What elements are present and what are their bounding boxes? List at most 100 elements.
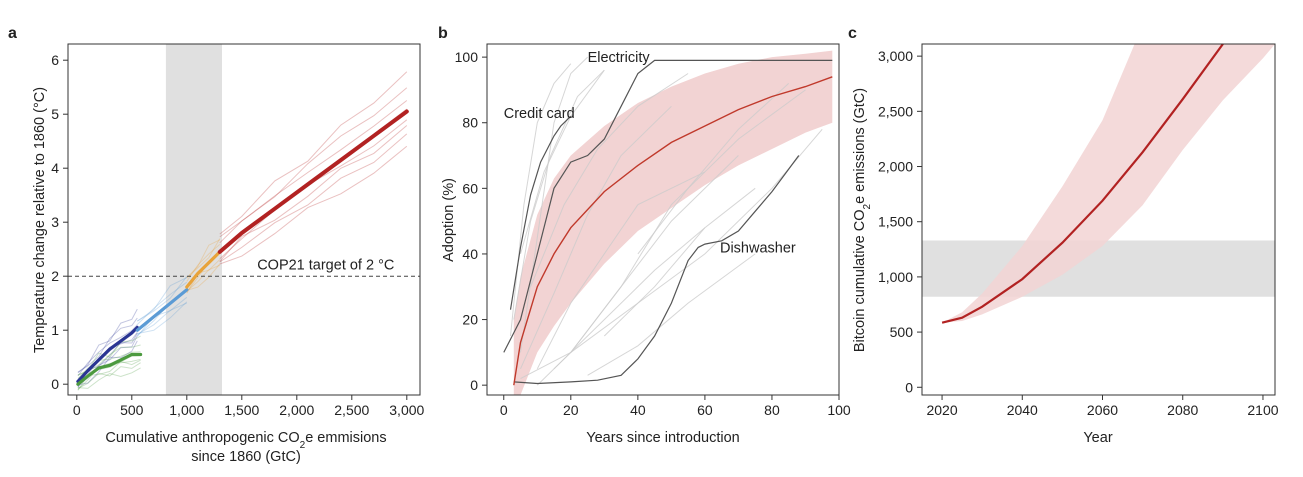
panel-c-ylabel: Bitcoin cumulative CO2e emissions (GtC) (852, 88, 873, 352)
panel-c-ytick-label-1: 500 (890, 324, 914, 340)
panel-a-xlabel-line1: Cumulative anthropogenic CO2e emmisions (105, 430, 386, 451)
panel-b-background-line-12 (520, 69, 605, 255)
panel-b-axes: 0 20 40 60 80 100 0 20 40 60 80 100 (455, 49, 851, 418)
panel-b-background-line-11 (587, 253, 756, 376)
panel-a-ensemble-line-3-7 (219, 71, 408, 235)
panel-a-plot-area: COP21 target of 2 °C (68, 44, 420, 395)
panel-a-xtick-label-3: 1,500 (224, 402, 259, 418)
panel-a-series-line-0 (76, 325, 139, 384)
panel-a-ensemble-line-1-7 (137, 277, 188, 322)
panel-b-fit-line (513, 76, 833, 386)
panel-a-ytick-label-0: 0 (51, 376, 59, 392)
panel-a-ensemble-line-2-5 (186, 244, 221, 282)
panel-b-background-line-3 (510, 63, 572, 337)
panel-a-ensemble-line-0-6 (77, 317, 138, 373)
panel-b-background-line-7 (513, 69, 605, 320)
panel-a-ytick-label-5: 5 (51, 106, 59, 122)
panel-c-letter: c (848, 25, 857, 42)
panel-a-ensemble-line-0-0 (77, 340, 138, 386)
panel-c-series-line (941, 43, 1224, 324)
panel-a-ensemble-line-1-2 (136, 296, 188, 337)
panel-a-letter: a (8, 25, 17, 42)
panel-a-ensemble-line-2-6 (186, 238, 221, 279)
panel-b-xtick-label-1: 20 (563, 402, 579, 418)
panel-a-ensemble-line-3-0 (219, 145, 408, 265)
panel-a-ensemble-line-3-3 (219, 119, 408, 260)
panel-a: a COP21 target of 2 °C 0 500 1,000 1,500 2,0… (8, 25, 425, 465)
panel-c-xtick-label-4: 2100 (1247, 402, 1278, 418)
panel-a-ylabel: Temperature change relative to 1860 (°C) (32, 87, 48, 353)
panel-b-ylabel: Adoption (%) (441, 178, 457, 262)
panel-a-ensemble-line-2-7 (186, 239, 221, 279)
panel-a-xtick-label-0: 0 (73, 402, 81, 418)
panel-a-frame (67, 43, 421, 396)
panel-a-ensemble-line-4-3 (77, 358, 141, 390)
panel-a-ytick-label-4: 4 (51, 160, 59, 176)
panel-b-background-line-4 (520, 128, 823, 380)
panel-a-series-line-4 (76, 352, 143, 386)
panel-a-series-line-1 (135, 288, 189, 332)
panel-c-frame (921, 43, 1276, 396)
panel-b-xtick-label-2: 40 (630, 402, 646, 418)
panel-b-xtick-label-4: 80 (764, 402, 780, 418)
panel-a-ensemble-line-0-5 (77, 324, 138, 377)
panel-a-shaded-band (165, 44, 222, 395)
panel-a-ensemble-line-3-6 (219, 87, 408, 238)
panel-b-fit-band (513, 50, 833, 395)
panel-b-background-line-6 (553, 227, 706, 370)
panel-c-plot-area (922, 43, 1275, 324)
panel-b-series-line-1 (509, 115, 572, 310)
panel-b-letter: b (438, 25, 448, 42)
panel-b-background-line-10 (530, 73, 689, 287)
panel-a-ensemble-line-4-0 (77, 367, 141, 389)
panel-b: b Electricity Credit card Dishwasher 0 20 40… (438, 25, 851, 446)
panel-a-xlabel-line2: since 1860 (GtC) (191, 449, 301, 465)
panel-a-xtick-label-2: 1,000 (169, 402, 204, 418)
panel-b-annotation-1: Credit card (504, 106, 575, 122)
panel-c-ytick-label-0: 0 (905, 379, 913, 395)
panel-b-background-line-13 (603, 187, 756, 337)
panel-c-xtick-label-1: 2040 (1007, 402, 1038, 418)
panel-c-uncertainty-band (942, 44, 1275, 323)
panel-b-background-line-0 (520, 105, 672, 370)
panel-a-ensemble-line-4-5 (77, 351, 141, 379)
panel-a-ensemble-line-1-0 (137, 301, 188, 335)
panel-c-shaded-band (922, 240, 1275, 297)
panel-c-xlabel: Year (1083, 430, 1112, 446)
panel-a-xtick-label-1: 500 (120, 402, 144, 418)
panel-c-ytick-label-5: 2,500 (878, 103, 913, 119)
panel-a-ytick-label-6: 6 (51, 52, 59, 68)
panel-a-ytick-label-1: 1 (51, 322, 59, 338)
panel-b-background-line-8 (570, 89, 806, 353)
panel-c: c 2020 2040 2060 2080 2100 0 500 1,000 1,500 2,00… (848, 25, 1279, 446)
panel-b-series-line-0 (503, 59, 833, 353)
panel-b-annotation-0: Electricity (588, 50, 651, 66)
panel-c-ytick-label-2: 1,000 (878, 269, 913, 285)
panel-a-xtick-label-4: 2,000 (279, 402, 314, 418)
panel-c-xtick-label-3: 2080 (1167, 402, 1198, 418)
panel-b-xtick-label-5: 100 (827, 402, 851, 418)
panel-c-ytick-label-3: 1,500 (878, 214, 913, 230)
panel-b-xtick-label-3: 60 (697, 402, 713, 418)
panel-a-ensemble-line-1-6 (137, 276, 188, 322)
panel-b-frame (486, 43, 840, 396)
panel-b-ytick-label-3: 60 (462, 180, 478, 196)
panel-c-ytick-label-4: 2,000 (878, 159, 913, 175)
panel-a-ensemble-line-2-2 (186, 259, 221, 294)
panel-a-series-line-2 (185, 250, 222, 289)
panel-c-axes: 2020 2040 2060 2080 2100 0 500 1,000 1,500 2,000 2… (878, 48, 1279, 418)
panel-b-xtick-label-0: 0 (500, 402, 508, 418)
panel-a-annotation-0: COP21 target of 2 °C (257, 258, 394, 274)
panel-a-ensemble-line-1-1 (137, 302, 188, 335)
panel-b-annotation-2: Dishwasher (720, 240, 796, 256)
panel-c-ytick-label-6: 3,000 (878, 48, 913, 64)
panel-a-ytick-label-2: 2 (51, 268, 59, 284)
panel-a-axes: 0 500 1,000 1,500 2,000 2,500 3,000 0 1 2 3 4 5 6 (51, 52, 424, 418)
panel-b-ytick-label-5: 100 (455, 49, 479, 65)
panel-a-ensemble-line-3-2 (219, 125, 408, 262)
panel-b-background-line-9 (637, 83, 790, 255)
panel-a-series-line-3 (217, 109, 409, 254)
panel-b-background-line-1 (536, 171, 706, 370)
panel-a-ytick-label-3: 3 (51, 214, 59, 230)
